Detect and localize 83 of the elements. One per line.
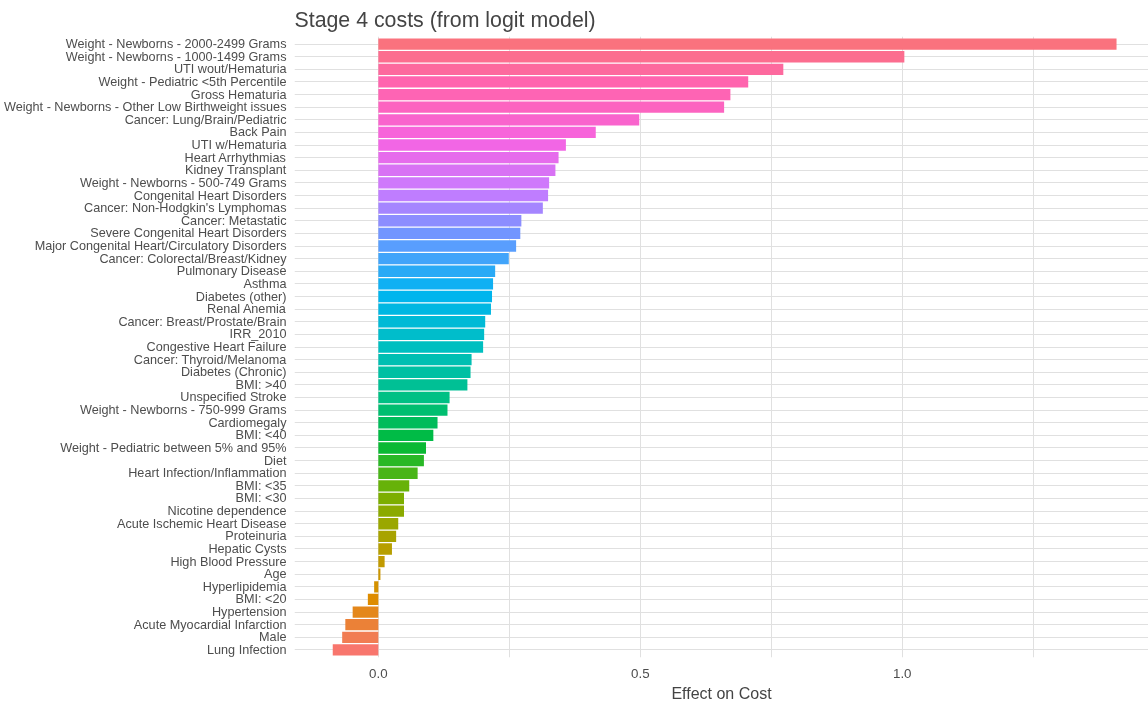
bar bbox=[374, 581, 379, 593]
bar bbox=[378, 530, 397, 543]
y-tick-label: Weight - Pediatric between 5% and 95% bbox=[60, 440, 287, 455]
x-axis-title: Effect on Cost bbox=[671, 684, 773, 702]
bar bbox=[378, 417, 438, 429]
y-tick-label: Asthma bbox=[243, 276, 288, 291]
y-tick-label: Kidney Transplant bbox=[184, 163, 287, 178]
y-tick-label: Nicotine dependence bbox=[167, 504, 287, 519]
y-tick-label: Heart Arrhythmias bbox=[184, 150, 286, 165]
y-tick-label: Weight - Newborns - 1000-1499 Grams bbox=[65, 49, 287, 64]
bar bbox=[378, 568, 381, 580]
bar bbox=[378, 63, 784, 75]
y-tick-label: Diabetes (other) bbox=[195, 289, 287, 304]
bar bbox=[378, 227, 521, 240]
y-tick-label: Weight - Newborns - 2000-2499 Grams bbox=[65, 37, 287, 52]
x-tick-label: 0.5 bbox=[631, 665, 650, 681]
bar bbox=[378, 38, 1117, 50]
bar bbox=[342, 631, 379, 643]
bar bbox=[378, 189, 549, 202]
y-tick-label: Acute Myocardial Infarction bbox=[133, 617, 287, 632]
y-tick-label: UTI wout/Hematuria bbox=[173, 62, 288, 77]
x-tick-label: 0.0 bbox=[369, 665, 388, 681]
bar bbox=[378, 202, 543, 214]
y-tick-label: UTI w/Hematuria bbox=[191, 138, 288, 153]
y-tick-label: Heart Infection/Inflammation bbox=[128, 466, 287, 481]
bar bbox=[367, 593, 379, 606]
y-tick-label: Back Pain bbox=[229, 125, 287, 140]
bar bbox=[378, 366, 471, 378]
y-tick-label: Pulmonary Disease bbox=[176, 264, 287, 279]
bar bbox=[352, 606, 379, 618]
y-tick-label: Gross Hematuria bbox=[190, 87, 288, 102]
y-tick-label: Cancer: Lung/Brain/Pediatric bbox=[124, 112, 287, 127]
bar bbox=[378, 492, 404, 505]
bar bbox=[345, 619, 379, 631]
y-tick-label: Weight - Newborns - 750-999 Grams bbox=[79, 403, 287, 418]
bar bbox=[378, 379, 468, 391]
bar bbox=[378, 278, 494, 290]
y-tick-label: BMI: <20 bbox=[235, 592, 287, 607]
y-tick-label: Cancer: Breast/Prostate/Brain bbox=[118, 314, 287, 329]
y-tick-label: Weight - Newborns - Other Low Birthweight issues bbox=[3, 100, 287, 115]
bar bbox=[378, 101, 725, 113]
y-tick-label: Male bbox=[259, 630, 287, 645]
y-tick-label: BMI: >40 bbox=[235, 377, 287, 392]
bar bbox=[378, 404, 448, 416]
bar bbox=[378, 391, 450, 404]
y-tick-label: IRR_2010 bbox=[229, 327, 287, 342]
y-tick-label: Lung Infection bbox=[206, 642, 287, 657]
y-tick-label: Severe Congenital Heart Disorders bbox=[90, 226, 287, 241]
y-tick-label: Hypertension bbox=[211, 605, 287, 620]
bar bbox=[378, 265, 496, 277]
bar bbox=[378, 252, 509, 265]
y-tick-label: Cancer: Thyroid/Melanoma bbox=[133, 352, 288, 367]
y-tick-label: Cancer: Colorectal/Breast/Kidney bbox=[99, 251, 288, 266]
y-tick-label: High Blood Pressure bbox=[170, 554, 287, 569]
y-tick-label: Diet bbox=[263, 453, 287, 468]
bar bbox=[378, 114, 640, 126]
chart-title: Stage 4 costs (from logit model) bbox=[294, 7, 596, 32]
bar bbox=[378, 429, 434, 442]
y-tick-label: Congestive Heart Failure bbox=[146, 340, 287, 354]
y-tick-label: Proteinuria bbox=[225, 529, 288, 544]
bar bbox=[378, 240, 517, 252]
bar bbox=[378, 467, 418, 479]
y-tick-label: Acute Ischemic Heart Disease bbox=[116, 516, 287, 531]
y-tick-label: BMI: <35 bbox=[235, 478, 287, 493]
bar bbox=[378, 353, 472, 366]
bar bbox=[332, 644, 379, 656]
y-tick-label: Unspecified Stroke bbox=[180, 390, 287, 405]
y-tick-label: BMI: <40 bbox=[235, 428, 287, 443]
bar bbox=[378, 215, 522, 227]
y-tick-label: Hepatic Cysts bbox=[208, 541, 287, 556]
y-tick-label: Hyperlipidemia bbox=[202, 579, 288, 594]
bar bbox=[378, 442, 427, 454]
bar bbox=[378, 505, 404, 517]
y-tick-label: Weight - Pediatric <5th Percentile bbox=[98, 74, 287, 89]
bar bbox=[378, 454, 424, 467]
bar bbox=[378, 518, 399, 530]
x-tick-label: 1.0 bbox=[892, 665, 912, 681]
y-tick-label: Congenital Heart Disorders bbox=[133, 188, 287, 203]
y-tick-label: Cardiomegaly bbox=[208, 415, 288, 430]
y-tick-label: Age bbox=[263, 567, 287, 582]
bar bbox=[378, 51, 905, 63]
y-tick-label: BMI: <30 bbox=[235, 491, 287, 506]
bar bbox=[378, 480, 410, 492]
